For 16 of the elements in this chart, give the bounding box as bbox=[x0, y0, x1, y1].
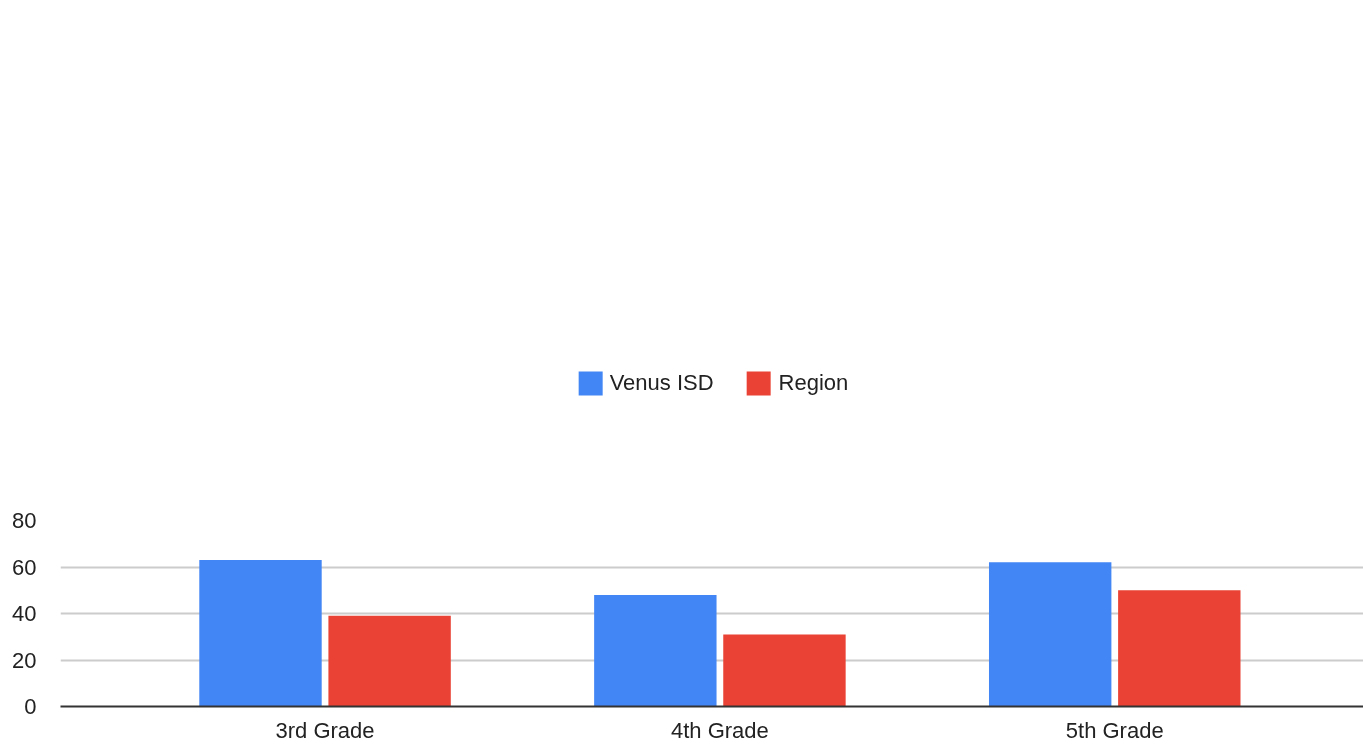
y-tick-label: 20 bbox=[12, 647, 37, 673]
bar bbox=[988, 562, 1112, 707]
y-tick-label: 0 bbox=[24, 694, 37, 719]
bar bbox=[1118, 590, 1241, 707]
x-tick-label: 5th Grade bbox=[1065, 717, 1164, 743]
x-tick-label: 4th Grade bbox=[670, 717, 769, 743]
y-tick-label: 60 bbox=[12, 554, 37, 580]
bar bbox=[199, 560, 322, 707]
y-tick-label: 80 bbox=[12, 508, 37, 533]
bar bbox=[723, 634, 846, 707]
legend-label: Venus ISD bbox=[609, 369, 714, 396]
bar bbox=[594, 594, 717, 707]
x-tick-label: 3rd Grade bbox=[275, 717, 375, 743]
legend-label: Region bbox=[778, 369, 849, 396]
bar bbox=[328, 615, 451, 707]
y-tick-label: 40 bbox=[12, 601, 37, 626]
